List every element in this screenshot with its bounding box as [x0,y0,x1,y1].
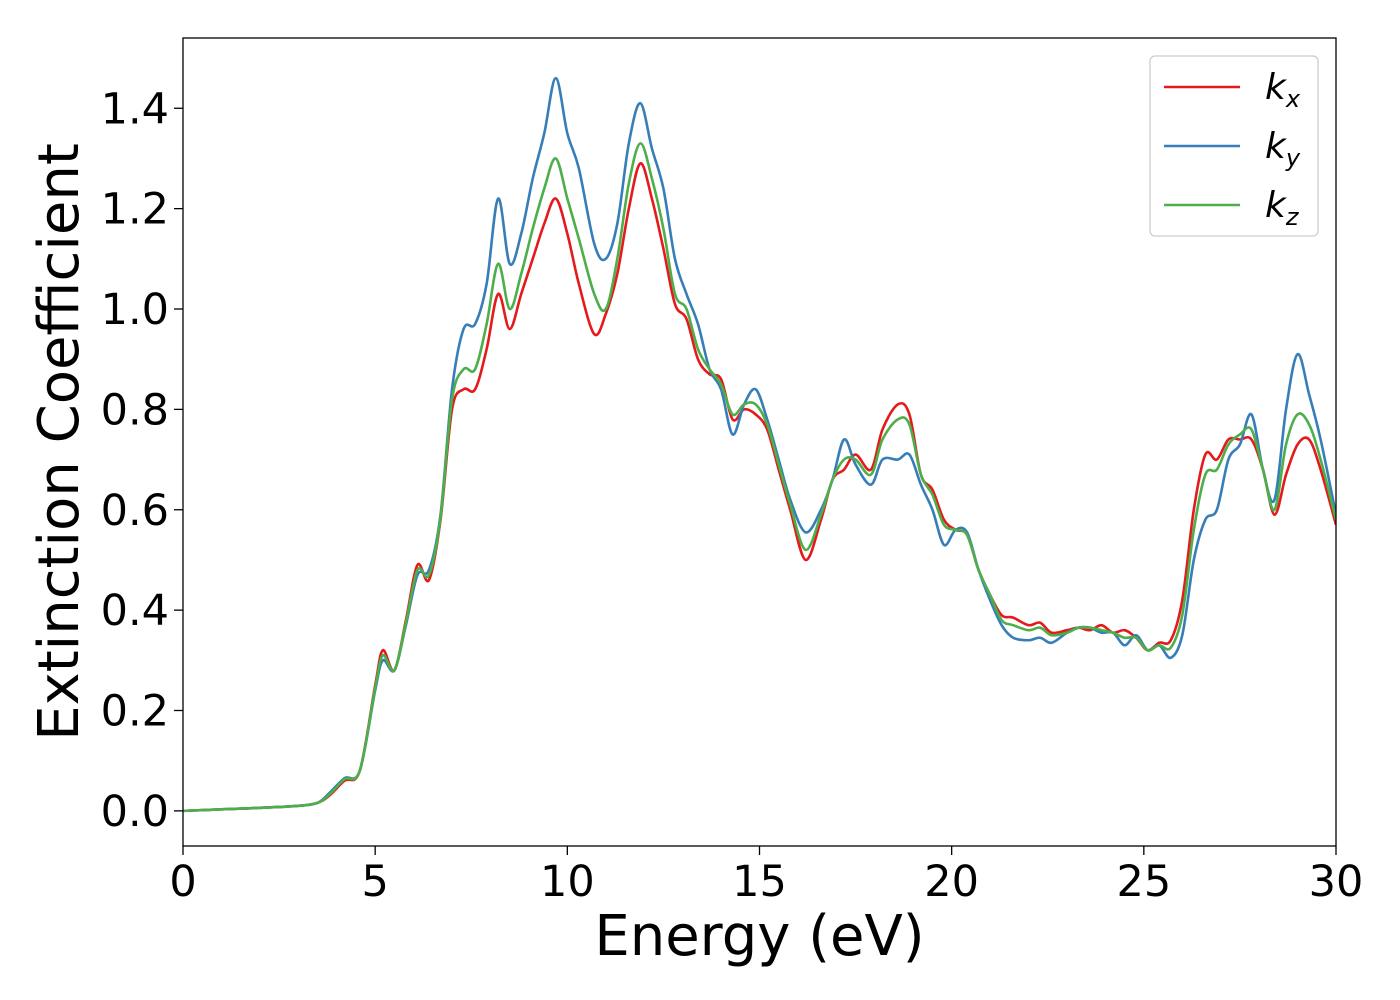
x-tick-label: 0 [169,857,196,907]
y-tick-label: 1.0 [101,285,169,335]
y-tick-label: 0.6 [101,486,169,536]
x-tick-label: 30 [1309,857,1364,907]
y-tick-label: 0.8 [101,385,169,435]
x-tick-label: 5 [361,857,388,907]
legend-label-y: ky [1265,126,1301,172]
x-tick-label: 25 [1116,857,1171,907]
series-layer [183,76,1336,813]
x-tick-label: 20 [924,857,979,907]
y-tick-label: 1.4 [101,84,169,134]
legend: kx ky kz [1149,55,1319,237]
x-tick-label: 10 [540,857,595,907]
y-tick-label: 0.0 [101,787,169,837]
series-line-z [183,142,1336,813]
y-tick-label: 0.4 [101,586,169,636]
legend-label-x: kx [1265,67,1301,113]
x-axis-title: Energy (eV) [594,904,924,969]
y-tick-label: 0.2 [101,686,169,736]
x-axis: 0 5 10 15 20 25 30 [169,846,1363,907]
y-tick-label: 1.2 [101,185,169,235]
y-axis: 0.0 0.2 0.4 0.6 0.8 1.0 1.2 1.4 [101,84,183,837]
y-axis-title: Extinction Coefficient [27,143,92,741]
legend-label-z: kz [1265,185,1300,231]
x-tick-label: 15 [732,857,787,907]
